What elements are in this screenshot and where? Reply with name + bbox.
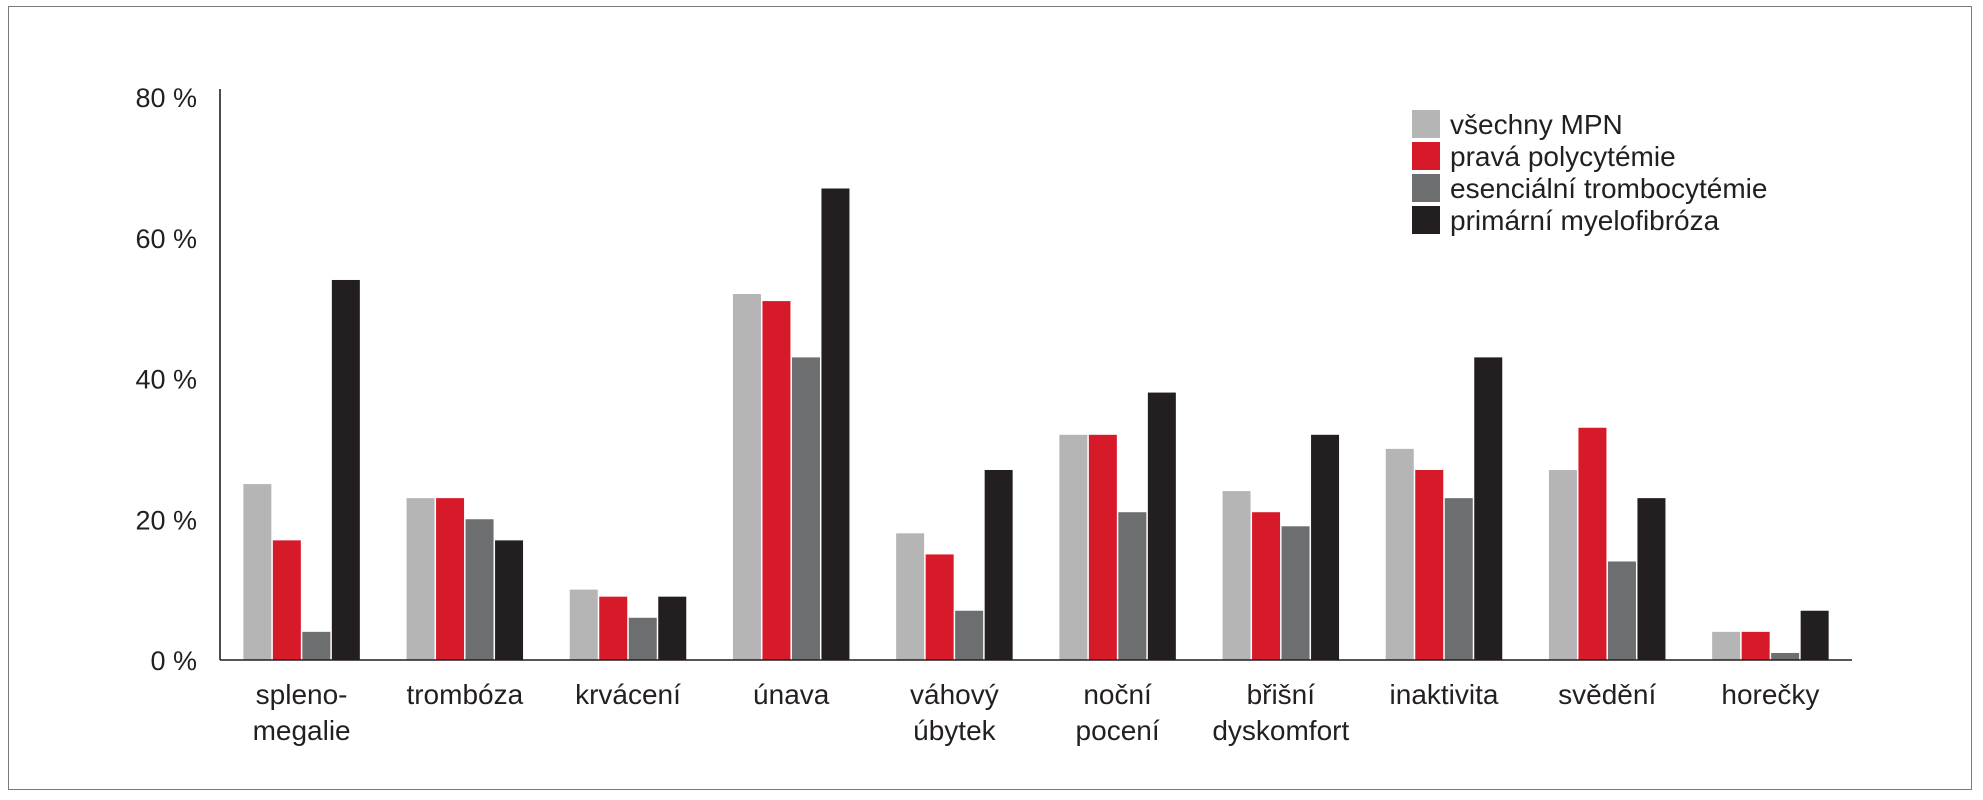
x-category-label: úbytek — [913, 715, 996, 746]
bar — [658, 596, 687, 660]
bar — [272, 540, 301, 660]
bar — [243, 484, 272, 660]
bar — [302, 631, 331, 660]
bar — [925, 554, 954, 660]
legend-swatch — [1412, 206, 1440, 234]
bar — [1415, 469, 1444, 660]
chart-frame — [8, 6, 1972, 790]
bar — [1578, 427, 1607, 660]
bar — [984, 469, 1013, 660]
bar — [1222, 491, 1251, 660]
x-category-label: horečky — [1721, 679, 1819, 710]
bar — [1311, 434, 1340, 660]
bar — [1474, 357, 1503, 660]
bar — [465, 519, 494, 660]
bar — [569, 589, 598, 660]
x-category-label: váhový — [910, 679, 999, 710]
legend-swatch — [1412, 110, 1440, 138]
bars — [243, 188, 1829, 661]
x-category-label: únava — [753, 679, 830, 710]
bar — [791, 357, 820, 660]
x-category-label: břišní — [1247, 679, 1316, 710]
y-tick-label: 60 % — [135, 224, 197, 254]
legend-label: esenciální trombocytémie — [1450, 173, 1767, 204]
bar — [495, 540, 524, 660]
bar — [1712, 631, 1741, 660]
x-category-label: noční — [1083, 679, 1152, 710]
bar — [1800, 610, 1829, 660]
x-category-label: spleno- — [256, 679, 348, 710]
legend-label: primární myelofibróza — [1450, 205, 1720, 236]
bar — [1637, 498, 1666, 660]
legend-label: všechny MPN — [1450, 109, 1623, 140]
bar — [896, 533, 925, 660]
y-tick-label: 20 % — [135, 505, 197, 535]
bar — [1607, 561, 1636, 660]
bar — [1385, 448, 1414, 660]
x-axis: spleno-megalie trombóza krvácení únava váhov… — [220, 659, 1852, 746]
y-tick-label: 80 % — [135, 83, 197, 113]
bar — [1444, 498, 1473, 660]
bar — [821, 188, 850, 661]
legend-label: pravá polycytémie — [1450, 141, 1676, 172]
bar — [732, 294, 761, 660]
bar — [599, 596, 628, 660]
x-category-label: dyskomfort — [1212, 715, 1349, 746]
bar — [1147, 392, 1176, 660]
x-category-label: inaktivita — [1390, 679, 1499, 710]
bar — [955, 610, 984, 660]
bar — [1118, 512, 1147, 660]
x-category-label: trombóza — [406, 679, 523, 710]
bar — [406, 498, 435, 660]
bar — [1548, 469, 1577, 660]
bar — [1252, 512, 1281, 660]
bar — [1088, 434, 1117, 660]
bar — [762, 301, 791, 660]
bar — [436, 498, 465, 660]
x-category-label: pocení — [1076, 715, 1160, 746]
y-tick-label: 40 % — [135, 365, 197, 395]
x-category-label: krvácení — [575, 679, 681, 710]
legend-swatch — [1412, 174, 1440, 202]
bar — [1771, 652, 1800, 660]
x-category-label: megalie — [253, 715, 351, 746]
legend-swatch — [1412, 142, 1440, 170]
bar — [331, 279, 360, 660]
bar — [1281, 526, 1310, 660]
bar — [1741, 631, 1770, 660]
y-axis: 0 % 20 % 40 % 60 % 80 % — [135, 83, 221, 676]
bar — [628, 617, 657, 660]
bar — [1059, 434, 1088, 660]
x-category-label: svědění — [1558, 679, 1656, 710]
y-tick-label: 0 % — [150, 646, 197, 676]
